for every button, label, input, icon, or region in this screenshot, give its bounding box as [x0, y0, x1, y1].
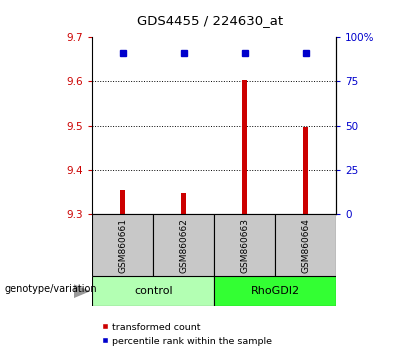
Polygon shape	[74, 284, 90, 298]
Text: genotype/variation: genotype/variation	[4, 284, 97, 295]
Text: GSM860662: GSM860662	[179, 218, 188, 273]
Bar	[153, 214, 214, 276]
Text: GSM860663: GSM860663	[240, 218, 249, 273]
Bar	[214, 214, 275, 276]
Bar	[303, 127, 308, 214]
Bar	[181, 193, 186, 214]
Legend: transformed count, percentile rank within the sample: transformed count, percentile rank withi…	[97, 319, 276, 349]
Text: GDS4455 / 224630_at: GDS4455 / 224630_at	[137, 14, 283, 27]
Text: control: control	[134, 286, 173, 296]
Bar	[275, 214, 336, 276]
Bar	[121, 190, 125, 214]
Bar	[92, 214, 153, 276]
Bar	[92, 276, 214, 306]
Bar	[242, 80, 247, 214]
Text: RhoGDI2: RhoGDI2	[251, 286, 299, 296]
Bar	[214, 276, 336, 306]
Text: GSM860664: GSM860664	[301, 218, 310, 273]
Text: GSM860661: GSM860661	[118, 218, 127, 273]
